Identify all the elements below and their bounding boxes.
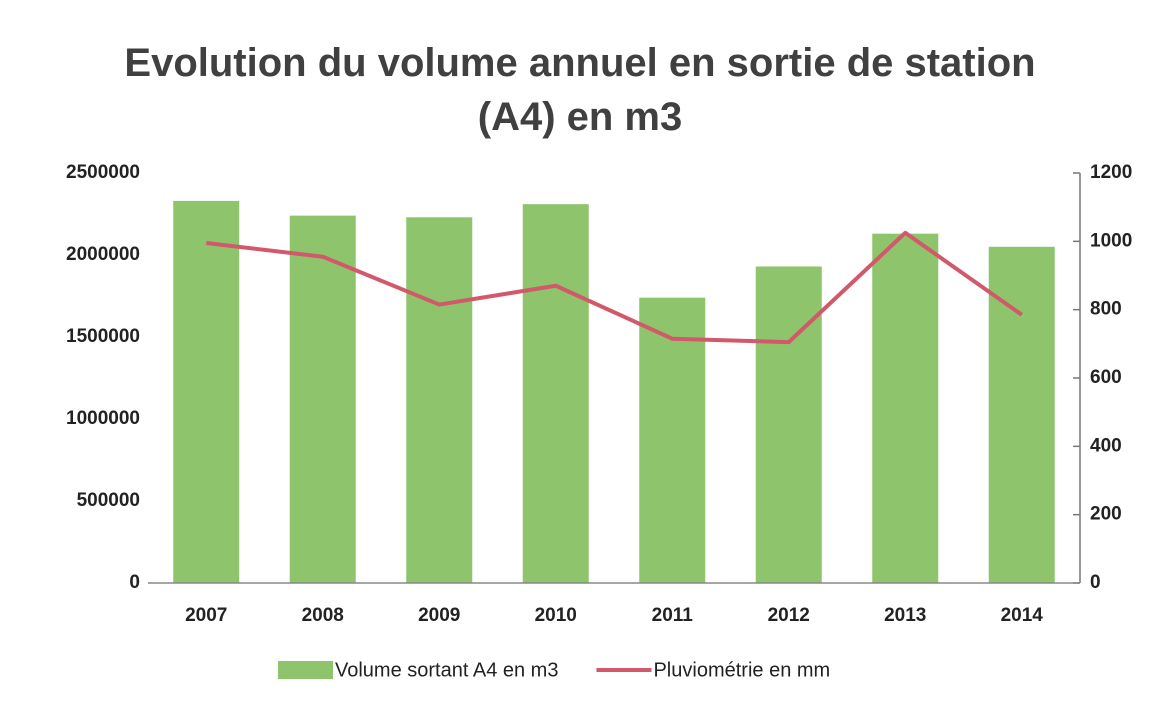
y-tick-label: 2500000 xyxy=(66,162,140,183)
y-tick-label: 2000000 xyxy=(66,244,140,265)
x-tick-label: 2011 xyxy=(652,605,694,626)
x-tick-label: 2010 xyxy=(535,605,577,626)
y2-tick-label: 400 xyxy=(1090,435,1122,456)
x-tick-label: 2012 xyxy=(768,605,810,626)
y2-tick-label: 1200 xyxy=(1090,162,1132,183)
x-tick-label: 2013 xyxy=(884,605,926,626)
y-tick-label: 0 xyxy=(129,572,140,593)
y-tick-label: 1500000 xyxy=(66,326,140,347)
chart-title: Evolution du volume annuel en sortie de … xyxy=(124,41,1036,139)
line xyxy=(206,230,1023,345)
y-tick-label: 500000 xyxy=(77,490,140,511)
bar xyxy=(522,204,589,583)
y-tick-label: 1000000 xyxy=(66,408,140,429)
y2-tick-label: 1000 xyxy=(1090,230,1132,251)
y2-tick-label: 0 xyxy=(1090,572,1101,593)
x-tick-label: 2007 xyxy=(185,605,227,626)
legend-label: Volume sortant A4 en m3 xyxy=(335,659,558,681)
legend-swatch xyxy=(278,661,333,679)
x-tick-label: 2008 xyxy=(302,605,344,626)
bar xyxy=(872,233,939,583)
y2-tick-label: 800 xyxy=(1090,299,1122,320)
bar xyxy=(406,217,473,583)
y2-tick-label: 600 xyxy=(1090,367,1122,388)
x-tick-label: 2009 xyxy=(418,605,460,626)
bar xyxy=(639,297,706,583)
y2-tick-label: 200 xyxy=(1090,504,1122,525)
bar xyxy=(173,200,240,583)
bar xyxy=(988,246,1055,584)
bar xyxy=(755,266,822,583)
x-tick-label: 2014 xyxy=(1001,605,1044,626)
bar xyxy=(289,215,356,583)
legend-label: Pluviométrie en mm xyxy=(653,659,830,681)
